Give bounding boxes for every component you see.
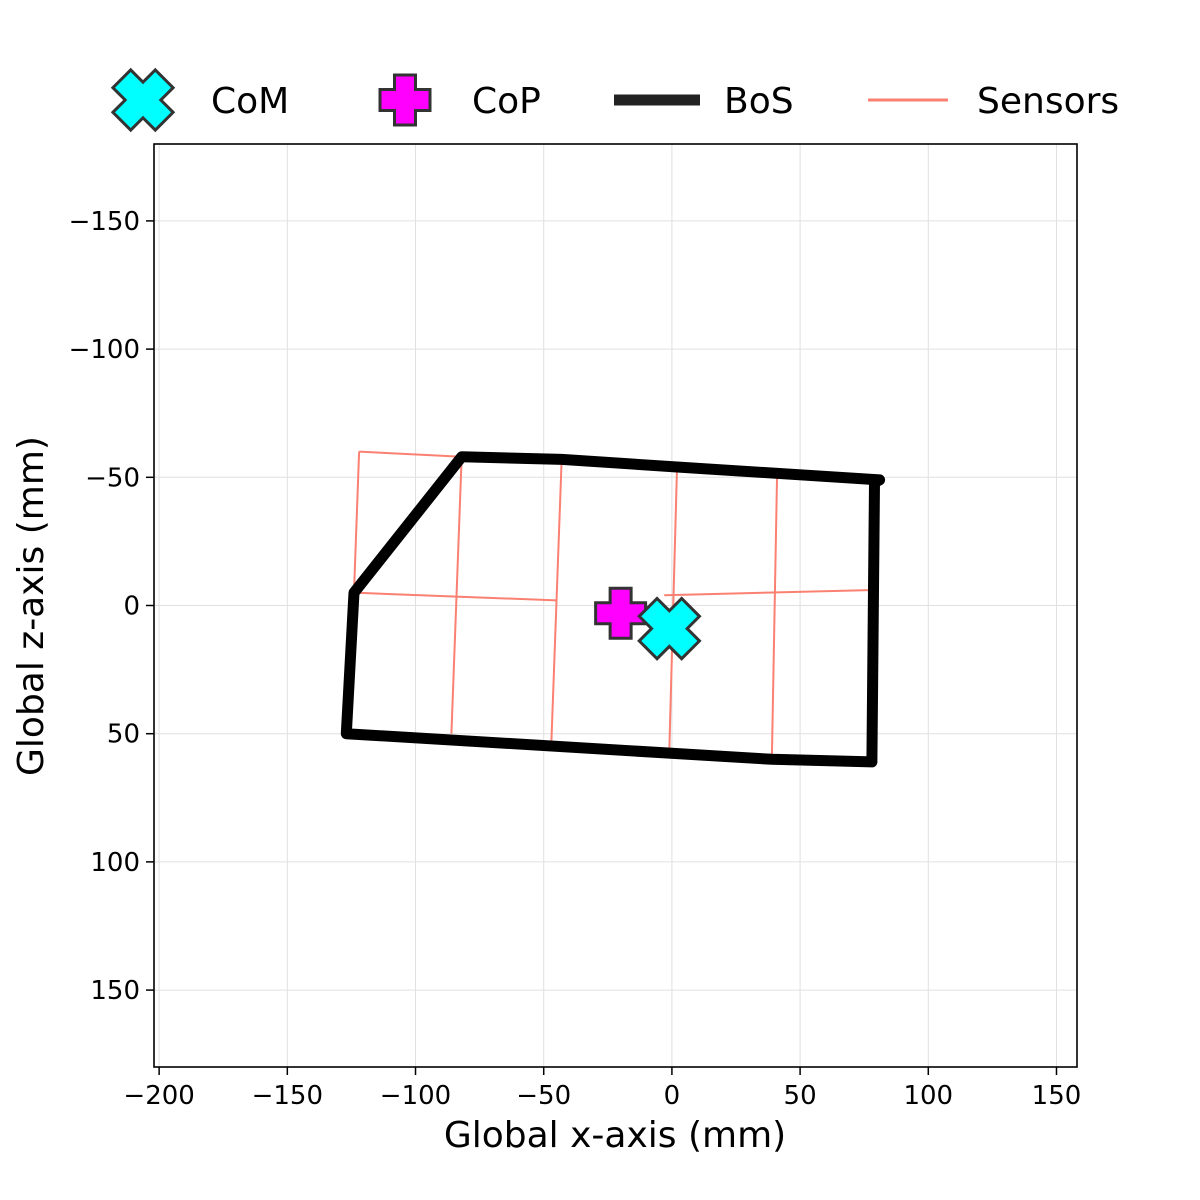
y-tick-label: 0 [123, 592, 140, 622]
legend-label-com: CoM [211, 81, 289, 122]
x-tick-label: −50 [516, 1081, 571, 1111]
com-marker [637, 596, 702, 661]
plot-data [340, 450, 886, 768]
legend: CoM CoP BoS Sensors [110, 67, 1119, 133]
sensor-line [359, 450, 462, 458]
x-axis-label: Global x-axis (mm) [444, 1115, 786, 1156]
y-tick-label: 50 [107, 720, 140, 750]
x-tick-label: −150 [252, 1081, 323, 1111]
y-tick-label: 100 [90, 848, 140, 878]
bos-polygon [340, 451, 886, 768]
x-tick-label: −100 [380, 1081, 451, 1111]
sensor-line [664, 589, 870, 597]
grid [154, 144, 1077, 1067]
legend-com-icon [110, 67, 176, 133]
cop-marker [594, 586, 648, 640]
legend-label-sensors: Sensors [977, 81, 1119, 122]
y-tick-label: −100 [69, 335, 140, 365]
sensor-line [353, 591, 557, 602]
legend-label-cop: CoP [472, 81, 541, 122]
y-axis-label: Global z-axis (mm) [11, 436, 52, 776]
sensor-line [770, 477, 779, 757]
axis-ticks: −200 −150 −100 −50 0 50 100 150 −150 −100 −50 0 50 10… [69, 207, 1082, 1111]
x-tick-label: 50 [784, 1081, 817, 1111]
y-tick-label: −50 [85, 463, 140, 493]
x-tick-label: 100 [903, 1081, 953, 1111]
legend-cop-icon [378, 73, 432, 127]
x-tick-label: 150 [1032, 1081, 1082, 1111]
x-tick-label: 0 [664, 1081, 681, 1111]
sensor-line [352, 451, 361, 593]
y-tick-label: 150 [90, 976, 140, 1006]
x-tick-label: −200 [123, 1081, 194, 1111]
y-tick-label: −150 [69, 207, 140, 237]
sensor-line [450, 456, 463, 734]
legend-label-bos: BoS [724, 81, 794, 122]
